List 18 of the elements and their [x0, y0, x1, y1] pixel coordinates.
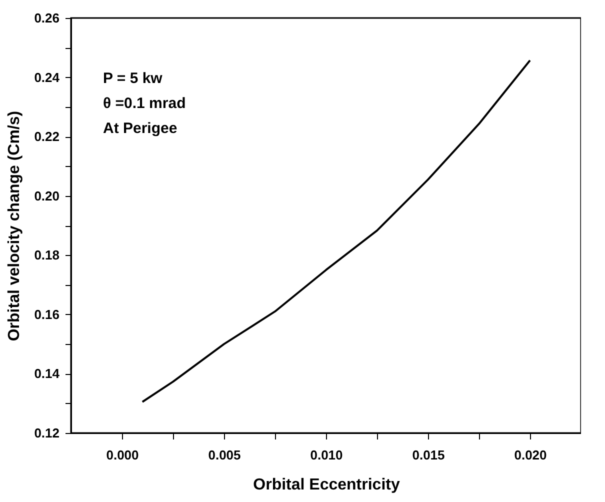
x-axis-title: Orbital Eccentricity — [253, 476, 400, 494]
y-tick-label: 0.18 — [34, 248, 60, 263]
y-tick-label: 0.26 — [34, 10, 60, 26]
x-tick-label: 0.015 — [412, 448, 445, 462]
annotation: θ =0.1 mrad — [103, 95, 186, 112]
y-tick-label: 0.22 — [34, 129, 60, 144]
x-tick-label: 0.010 — [310, 448, 343, 462]
x-tick-label: 0.020 — [514, 448, 547, 462]
x-tick-label: 0.005 — [208, 448, 241, 462]
y-tick-label: 0.16 — [34, 306, 60, 322]
y-tick-label: 0.20 — [34, 188, 60, 204]
annotation: At Perigee — [103, 120, 178, 137]
y-tick-label: 0.12 — [34, 426, 60, 440]
annotation: P = 5 kw — [103, 70, 163, 87]
y-tick-label: 0.14 — [34, 366, 60, 382]
y-axis-title: Orbital velocity change (Cm/s) — [6, 110, 24, 342]
x-tick-label: 0.000 — [106, 448, 139, 462]
y-tick-label: 0.24 — [34, 70, 60, 85]
